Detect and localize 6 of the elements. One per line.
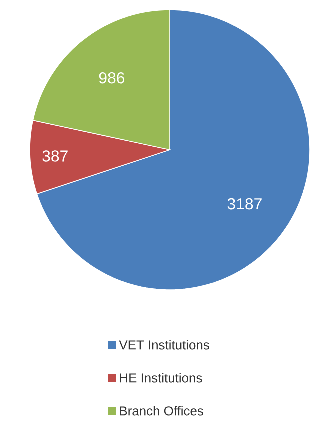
data-label: 986 [99,72,125,84]
legend-label: VET Institutions [119,340,210,350]
data-label: 387 [42,150,68,162]
legend-label: Branch Offices [120,406,204,416]
legend-label: HE Institutions [120,373,202,383]
data-label: 3187 [228,198,262,210]
